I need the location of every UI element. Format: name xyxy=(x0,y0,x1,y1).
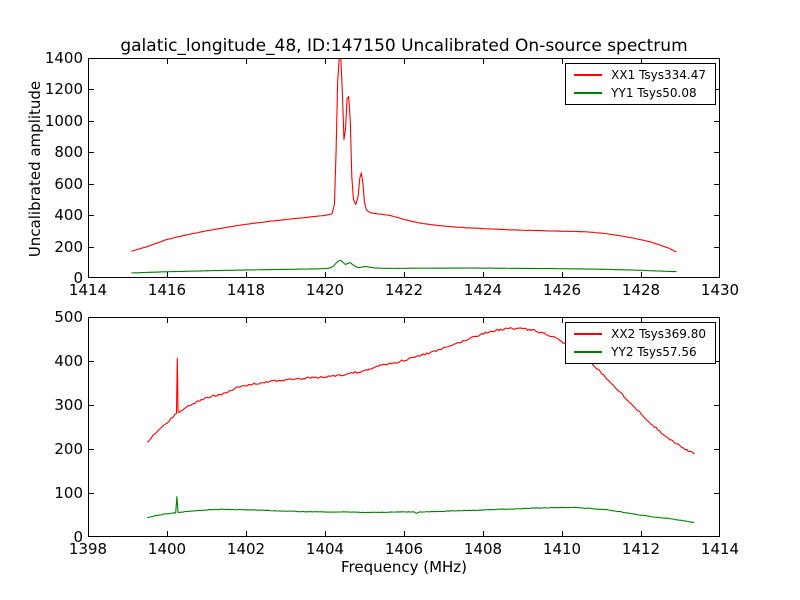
legend-entry: XX2 Tsys369.80 xyxy=(574,327,706,341)
legend-label-yy2: YY2 Tsys57.56 xyxy=(611,345,697,359)
subplot-bottom-canvas xyxy=(88,317,720,537)
legend-bottom: XX2 Tsys369.80 YY2 Tsys57.56 xyxy=(565,322,716,364)
x-tick-label: 1414 xyxy=(700,540,740,558)
figure-title: galatic_longitude_48, ID:147150 Uncalibr… xyxy=(120,36,688,56)
y-tick-label: 1000 xyxy=(44,111,83,130)
x-tick-label: 1426 xyxy=(542,281,582,299)
xx1-line-swatch xyxy=(574,74,603,76)
yy2-line-swatch xyxy=(574,351,603,353)
yy1-line-swatch xyxy=(574,92,603,94)
legend-entry: XX1 Tsys334.47 xyxy=(574,68,706,82)
x-tick-label: 1402 xyxy=(226,540,266,558)
y-tick-label: 400 xyxy=(54,206,83,225)
legend-label-xx2: XX2 Tsys369.80 xyxy=(611,327,706,341)
x-tick-label: 1404 xyxy=(305,540,345,558)
y-tick-label: 0 xyxy=(73,269,83,287)
y-tick-label: 100 xyxy=(54,484,83,502)
x-tick-label: 1410 xyxy=(542,540,582,558)
x-tick-label: 1408 xyxy=(463,540,503,558)
x-tick-label: 1424 xyxy=(463,281,503,299)
subplot-bottom: XX2 Tsys369.80 YY2 Tsys57.56 1398 1400 140… xyxy=(54,309,739,558)
x-tick-label: 1428 xyxy=(621,281,661,299)
x-tick-label: 1406 xyxy=(384,540,424,558)
x-axis-label: Frequency (MHz) xyxy=(340,558,468,576)
x-tick-label: 1400 xyxy=(147,540,187,558)
y-tick-label: 800 xyxy=(54,143,83,162)
y-tick-label: 1400 xyxy=(44,49,83,67)
x-tick-label: 1422 xyxy=(384,281,424,299)
legend-top: XX1 Tsys334.47 YY1 Tsys50.08 xyxy=(565,63,716,105)
x-tick-label: 1412 xyxy=(621,540,661,558)
y-tick-label: 200 xyxy=(54,440,83,458)
x-tick-label: 1414 xyxy=(68,281,108,299)
y-tick-label: 1200 xyxy=(44,80,83,99)
y-tick-label: 400 xyxy=(54,352,83,370)
x-tick-label: 1430 xyxy=(700,281,740,299)
y-tick-label: 200 xyxy=(54,237,83,256)
x-tick-label: 1398 xyxy=(68,540,108,558)
x-tick-label: 1420 xyxy=(305,281,345,299)
legend-entry: YY1 Tsys50.08 xyxy=(574,86,706,100)
xx2-line-swatch xyxy=(574,333,603,335)
y-tick-label: 0 xyxy=(73,528,83,546)
y-tick-label: 500 xyxy=(54,308,83,326)
legend-label-xx1: XX1 Tsys334.47 xyxy=(611,68,706,82)
subplot-top: XX1 Tsys334.47 YY1 Tsys50.08 1414 1416 141… xyxy=(45,50,739,299)
x-tick-label: 1416 xyxy=(147,281,187,299)
subplot-top-canvas xyxy=(88,58,720,278)
y-tick-label: 300 xyxy=(54,396,83,414)
legend-entry: YY2 Tsys57.56 xyxy=(574,345,706,359)
legend-label-yy1: YY1 Tsys50.08 xyxy=(611,86,697,100)
y-tick-label: 600 xyxy=(54,174,83,193)
x-tick-label: 1418 xyxy=(226,281,266,299)
